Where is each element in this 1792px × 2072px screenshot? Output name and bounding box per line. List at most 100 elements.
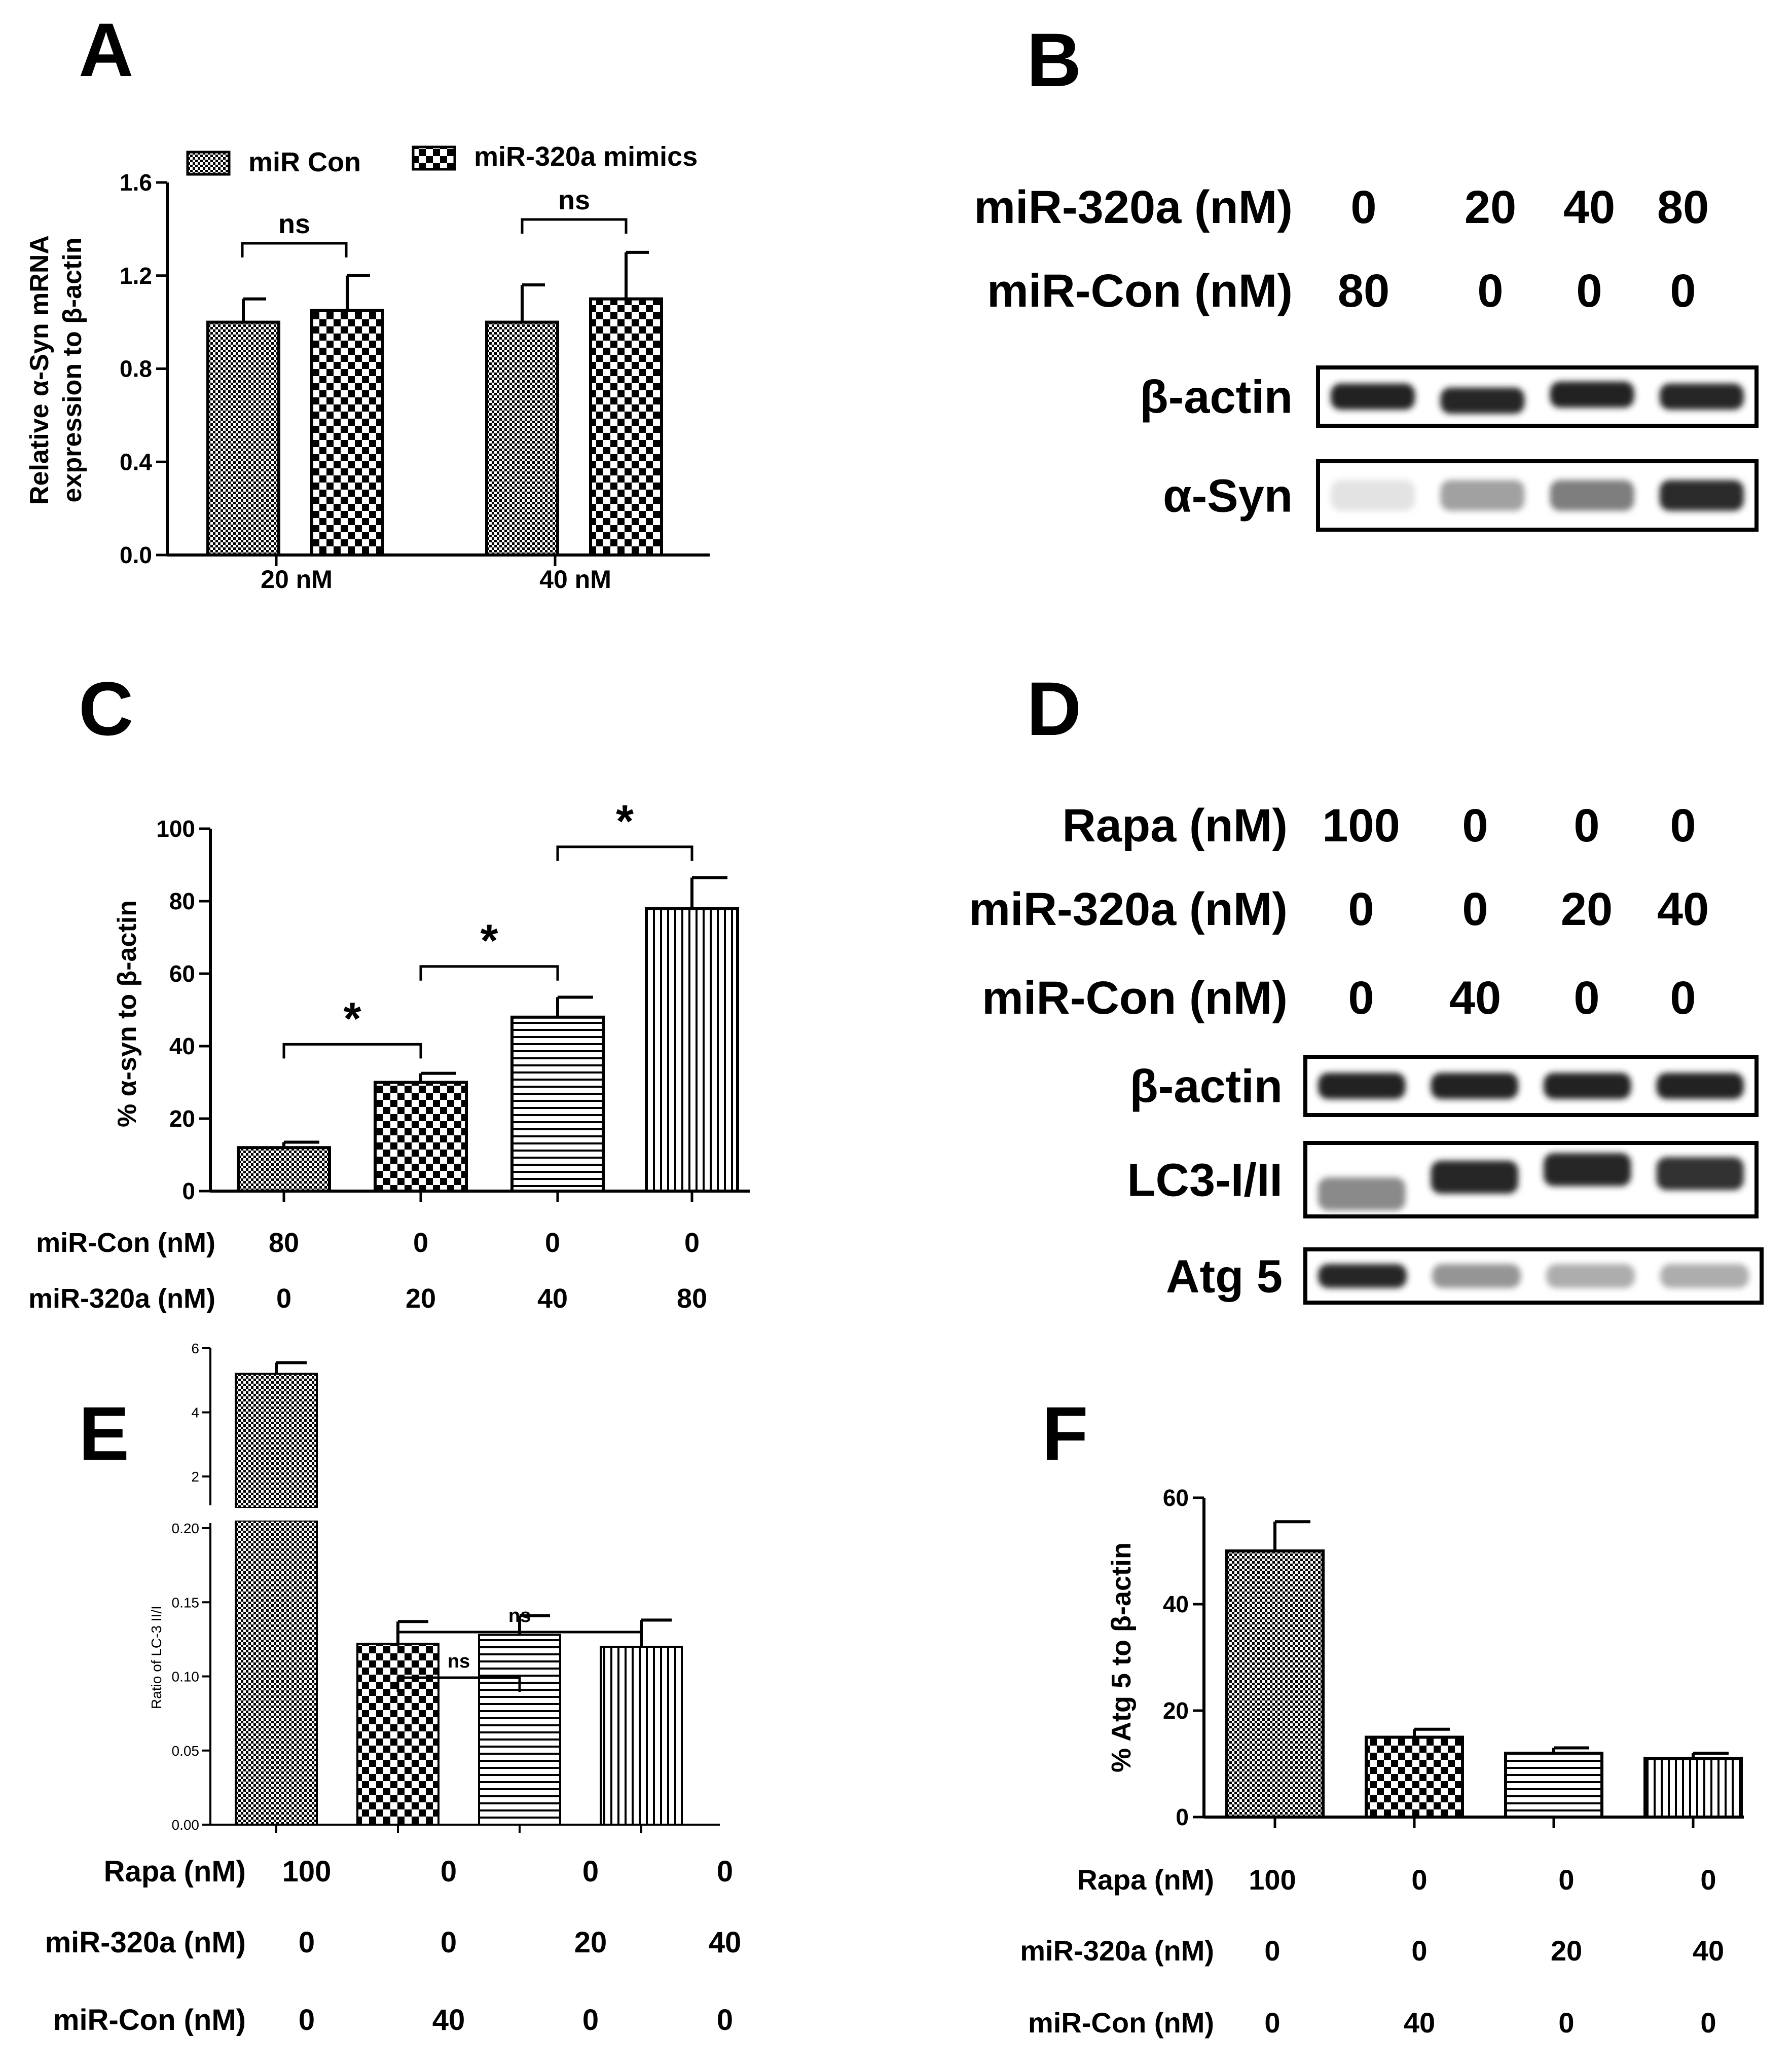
panel-f-condition-value: 40 (1404, 2007, 1435, 2039)
panel-d-band (1318, 1072, 1406, 1099)
panel-d-band (1431, 1072, 1518, 1099)
panel-f-condition-value: 20 (1551, 1935, 1582, 1967)
panel-e-condition-value: 0 (441, 1926, 457, 1959)
panel-e-ns-1-bracket (396, 1676, 521, 1692)
panel-d-band (1318, 1264, 1407, 1288)
panel-c-bar (510, 1015, 605, 1193)
panel-b-condition-value: 0 (1350, 181, 1376, 233)
panel-letter-d: D (1027, 666, 1081, 751)
panel-b-condition-value: 0 (1576, 265, 1602, 317)
panel-e-ns-1-bracket-label: ns (448, 1651, 470, 1672)
panel-e-condition-label: Rapa (nM) (104, 1855, 246, 1888)
panel-f-condition-label: miR-Con (nM) (1028, 2007, 1214, 2039)
panel-c-bar (374, 1081, 468, 1193)
panel-b-condition-label: miR-Con (nM) (987, 265, 1293, 317)
panel-d-condition-value: 40 (1657, 883, 1709, 935)
panel-b-band (1440, 480, 1525, 511)
panel-b-band (1550, 480, 1634, 511)
panel-d-blot-label: LC3-I/II (1127, 1155, 1283, 1206)
panel-f-y-tick-label: 20 (1163, 1697, 1189, 1724)
panel-d-blot: Rapa (nM) 100 0 0 0 miR-320a (nM) 0 0 20 40 miR-Co… (969, 800, 1764, 1305)
panel-d-condition-value: 40 (1449, 972, 1501, 1024)
panel-b-blot-label: α-Syn (1163, 470, 1293, 522)
panel-f-condition-label: Rapa (nM) (1077, 1864, 1214, 1896)
panel-a-bar (485, 320, 559, 557)
panel-c-condition-value: 80 (677, 1283, 707, 1314)
panel-c-y-tick-label: 80 (169, 888, 195, 914)
panel-f-condition-value: 0 (1558, 1864, 1574, 1896)
panel-e-condition-value: 0 (717, 2004, 733, 2037)
panel-c-condition-value: 0 (276, 1283, 291, 1314)
panel-d-band (1546, 1264, 1635, 1288)
panel-c-y-axis-label: % α-syn to β-actin (113, 900, 142, 1127)
panel-e-condition-value: 0 (441, 1855, 457, 1888)
panel-c-y-tick-label: 60 (169, 960, 195, 987)
panel-c-bar (645, 907, 739, 1193)
panel-d-condition-value: 0 (1462, 800, 1488, 852)
panel-b-condition-value: 80 (1657, 181, 1709, 233)
panel-d-condition-value: 0 (1670, 800, 1696, 852)
panel-c-condition-label: miR-320a (nM) (28, 1283, 215, 1314)
panel-a-x-tick-label: 20 nM (261, 565, 333, 594)
panel-d-condition-value: 0 (1462, 883, 1488, 935)
panel-a-chart: 0.0 0.4 0.8 1.2 1.6 20 nM 40 nM ns ns miR Con miR-… (25, 141, 710, 594)
panel-e-condition-value: 0 (717, 1855, 733, 1888)
panel-e-bar (235, 1520, 318, 1826)
panel-e-chart: 0.00 0.05 0.10 0.15 0.20 2 4 6 ns ns Ratio of LC-3… (45, 1341, 742, 2037)
panel-e-condition-value: 40 (432, 2004, 465, 2037)
panel-f-condition-value: 0 (1558, 2007, 1574, 2039)
panel-e-condition-label: miR-Con (nM) (53, 2004, 246, 2037)
panel-d-condition-value: 0 (1670, 972, 1696, 1024)
panel-a-ns-1-bracket (241, 242, 348, 257)
panel-a-legend-label: miR-320a mimics (474, 141, 698, 172)
panel-a-bar (310, 309, 384, 557)
panel-e-y-tick-label: 0.15 (172, 1595, 200, 1610)
panel-a-y-tick-label: 1.2 (120, 263, 152, 289)
panel-e-y-axis-label: Ratio of LC-3 II/I (149, 1606, 164, 1709)
panel-b-band (1331, 480, 1415, 511)
panel-a-y-tick-label: 0.0 (120, 542, 152, 568)
panel-a-bar (589, 297, 663, 557)
panel-f-y-tick-label: 0 (1176, 1804, 1189, 1830)
panel-c-condition-value: 0 (684, 1228, 700, 1258)
panel-b-band (1659, 383, 1744, 410)
panel-c-bar (237, 1146, 331, 1193)
panel-e-y-tick-label: 0.05 (172, 1743, 200, 1759)
panel-b-condition-value: 20 (1465, 181, 1516, 233)
panel-d-band (1544, 1153, 1631, 1187)
panel-b-blot: miR-320a (nM) 0 20 40 80 miR-Con (nM) 80 0 0 0 β-a… (974, 181, 1759, 532)
panel-d-condition-value: 0 (1574, 800, 1599, 852)
panel-letter-f: F (1042, 1391, 1088, 1476)
panel-f-bar (1365, 1735, 1464, 1819)
panel-e-condition-value: 0 (299, 1926, 315, 1959)
panel-d-band (1660, 1264, 1749, 1288)
panel-c-condition-value: 0 (413, 1228, 428, 1258)
panel-f-bar (1643, 1757, 1743, 1819)
panel-a-y-tick-label: 1.6 (120, 169, 152, 196)
panel-a-y-axis-label: expression to β-actin (58, 238, 87, 503)
panel-b-condition-value: 40 (1563, 181, 1615, 233)
panel-e-y-tick-label: 0.00 (172, 1817, 200, 1833)
panel-c-y-tick-label: 100 (156, 816, 195, 842)
panel-b-band (1331, 383, 1415, 410)
panel-f-bar (1504, 1752, 1603, 1819)
panel-f-condition-value: 40 (1693, 1935, 1724, 1967)
panel-d-band (1432, 1264, 1521, 1288)
panel-e-condition-value: 40 (709, 1926, 742, 1959)
panel-f-condition-value: 0 (1700, 2007, 1716, 2039)
panel-c-condition-value: 20 (406, 1283, 436, 1314)
panel-d-condition-value: 0 (1348, 883, 1374, 935)
panel-e-condition-value: 0 (582, 2004, 599, 2037)
panel-b-condition-value: 0 (1670, 265, 1696, 317)
panel-c-condition-value: 40 (537, 1283, 568, 1314)
panel-e-bar (478, 1634, 561, 1826)
panel-e-ns-2-bracket (396, 1631, 643, 1646)
panel-d-blot-label: β-actin (1129, 1061, 1283, 1113)
panel-c-y-tick-label: 40 (169, 1033, 195, 1059)
panel-letter-b: B (1027, 17, 1081, 102)
panel-a-x-tick-label: 40 nM (539, 565, 611, 594)
panel-f-condition-value: 0 (1411, 1864, 1427, 1896)
panel-f-condition-value: 100 (1249, 1864, 1296, 1896)
panel-a-y-axis-label: Relative α-Syn mRNA (25, 235, 54, 505)
